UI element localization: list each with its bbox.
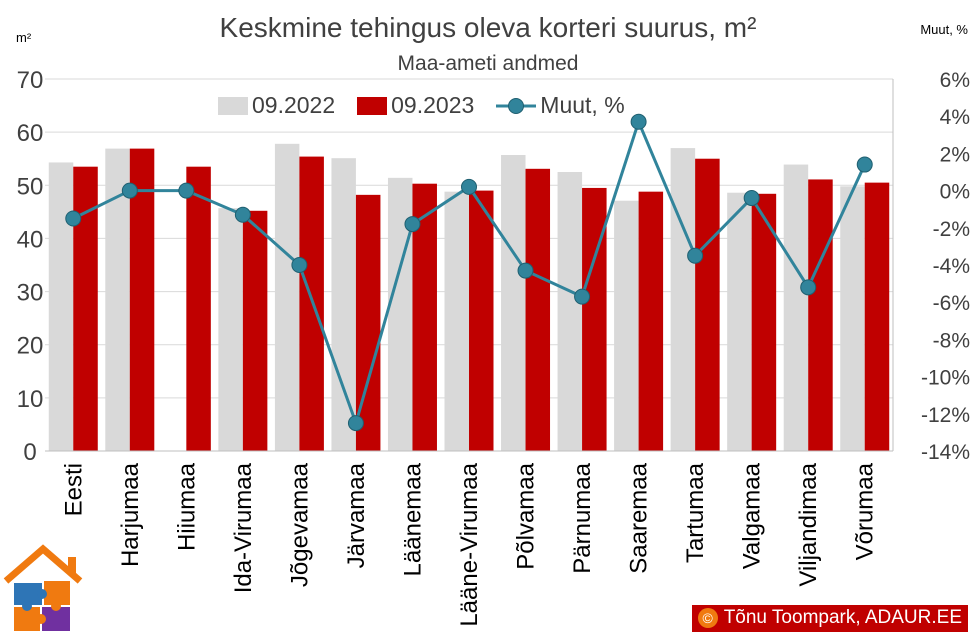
bar-09-2022 <box>274 143 300 451</box>
y-right-tick-label: -6% <box>933 292 970 315</box>
change-point <box>856 156 873 173</box>
y-right-tick-label: -2% <box>933 218 970 241</box>
x-tick-label: Põlvamaa <box>513 462 540 569</box>
y-left-tick-label: 0 <box>23 439 36 466</box>
bar-09-2023 <box>242 210 268 451</box>
bar-09-2023 <box>186 166 211 451</box>
y-right-tick-label: 0% <box>940 181 970 204</box>
bar-09-2023 <box>525 168 551 451</box>
bar-09-2023 <box>808 179 833 451</box>
y-right-tick-label: -10% <box>921 367 970 390</box>
change-point <box>517 262 534 279</box>
change-point <box>461 178 477 195</box>
chart-subtitle: Maa-ameti andmed <box>397 52 579 75</box>
credit-badge: © Tõnu Toompark, ADAUR.EE <box>691 605 968 632</box>
bar-09-2023 <box>638 191 664 452</box>
bar-09-2022 <box>48 162 74 452</box>
x-tick-label: Viljandimaa <box>795 462 822 586</box>
house-puzzle-logo-icon <box>3 544 83 631</box>
x-tick-label: Lääne-Virumaa <box>456 462 483 626</box>
y-left-tick-label: 40 <box>17 226 44 253</box>
bar-09-2023 <box>469 190 494 451</box>
x-tick-label: Ida-Virumaa <box>230 462 257 593</box>
x-tick-label: Läänemaa <box>399 462 426 576</box>
legend-item-change: Muut, % <box>496 92 625 119</box>
y-right-tick-label: -14% <box>921 441 970 464</box>
bar-09-2022 <box>331 158 356 451</box>
copyright-icon: © <box>697 608 718 628</box>
bar-09-2022 <box>501 154 526 451</box>
x-tick-label: Valgamaa <box>739 462 766 569</box>
y-right-tick-label: 2% <box>940 143 970 166</box>
change-point <box>178 182 195 199</box>
change-point <box>800 279 817 296</box>
bar-09-2022 <box>444 191 469 452</box>
right-axis-unit: Muut, % <box>920 22 968 37</box>
change-point <box>743 190 760 207</box>
y-right-tick-label: 4% <box>940 106 970 129</box>
change-point <box>687 247 704 264</box>
chart-title: Keskmine tehingus oleva korteri suurus, … <box>219 12 757 43</box>
change-point <box>574 288 591 305</box>
bar-09-2022 <box>670 148 696 452</box>
left-axis-unit: m² <box>16 30 32 45</box>
y-left-tick-label: 20 <box>17 333 44 360</box>
y-left-tick-label: 60 <box>17 120 44 147</box>
x-tick-label: Tartumaa <box>682 462 709 563</box>
x-tick-label: Harjumaa <box>117 462 144 567</box>
legend-label-2022: 09.2022 <box>252 92 336 118</box>
x-tick-label: Järvamaa <box>343 462 370 568</box>
x-tick-label: Pärnumaa <box>569 462 596 573</box>
change-point <box>347 415 364 432</box>
bar-09-2023 <box>864 182 890 451</box>
change-point <box>291 257 308 273</box>
change-point <box>404 216 421 233</box>
legend: 09.2022 09.2023 Muut, % <box>218 92 647 119</box>
y-left-tick-label: 30 <box>17 280 44 307</box>
y-right-tick-label: 6% <box>940 69 970 92</box>
bar-09-2022 <box>783 164 809 451</box>
legend-swatch-2023 <box>357 96 388 115</box>
legend-swatch-2022 <box>218 96 248 115</box>
bar-09-2022 <box>614 200 639 451</box>
legend-item-2022: 09.2022 <box>218 92 335 119</box>
legend-label-change: Muut, % <box>540 92 625 118</box>
x-tick-label: Võrumaa <box>852 462 879 560</box>
change-point <box>234 206 251 223</box>
x-tick-label: Hiiumaa <box>173 462 200 551</box>
y-left-tick-label: 70 <box>17 67 44 94</box>
y-right-tick-label: -12% <box>921 404 970 427</box>
change-point <box>121 182 138 199</box>
bar-09-2023 <box>129 148 155 452</box>
legend-line-marker-icon <box>496 97 537 114</box>
x-tick-label: Saaremaa <box>626 462 653 573</box>
change-point <box>65 210 82 227</box>
x-tick-label: Jõgevamaa <box>286 462 313 587</box>
bar-09-2023 <box>695 158 720 451</box>
legend-label-2023: 09.2023 <box>391 92 475 118</box>
legend-item-2023: 09.2023 <box>357 92 474 119</box>
bar-09-2022 <box>840 186 865 451</box>
y-left-tick-label: 10 <box>17 386 44 413</box>
change-point <box>630 113 647 130</box>
credit-text: Tõnu Toompark, ADAUR.EE <box>723 607 962 628</box>
bar-09-2023 <box>751 193 777 451</box>
bar-09-2022 <box>218 208 243 451</box>
bar-09-2022 <box>557 172 583 451</box>
y-right-tick-label: -8% <box>933 329 970 352</box>
y-right-tick-label: -4% <box>933 255 970 278</box>
y-left-tick-label: 50 <box>17 173 44 200</box>
bar-09-2023 <box>299 156 324 452</box>
x-tick-label: Eesti <box>60 463 87 516</box>
bar-09-2022 <box>727 192 752 451</box>
